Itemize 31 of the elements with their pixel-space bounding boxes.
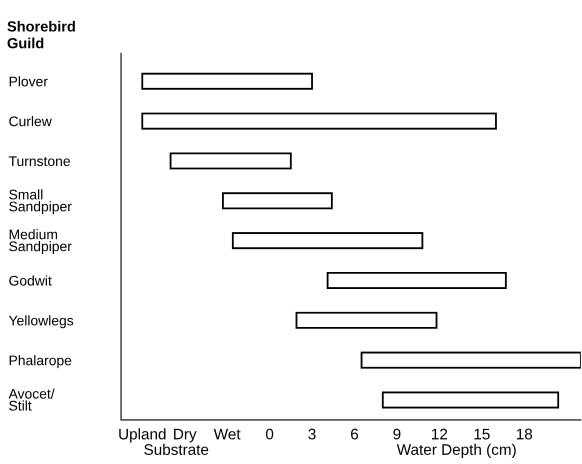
- bar: [141, 72, 313, 90]
- y-tick-label: Medium Sandpiper: [9, 229, 72, 254]
- bar: [141, 112, 497, 130]
- bar: [222, 192, 333, 210]
- x-axis-title: Water Depth (cm): [396, 444, 516, 458]
- text: Substrate: [144, 444, 208, 455]
- y-tick-label: Yellowlegs: [8, 315, 74, 328]
- x-tick-label: 18: [516, 428, 532, 440]
- bar: [170, 152, 292, 170]
- bar: [382, 392, 560, 408]
- y-tick-label: Plover: [10, 76, 48, 86]
- x-tick-label: Dry: [174, 428, 197, 442]
- x-tick-label: 0: [266, 428, 274, 440]
- y-tick-label: Small Sandpiper: [9, 189, 72, 214]
- y-tick-label: Godwit: [9, 275, 52, 286]
- x-tick-label: 6: [351, 428, 358, 440]
- x-tick-label: 15: [474, 428, 490, 440]
- x-tick-label: Upland: [119, 428, 166, 442]
- bar: [296, 312, 438, 329]
- x-tick-label: 9: [393, 428, 400, 440]
- bar: [360, 352, 581, 369]
- x-tick-label: Wet: [214, 428, 240, 440]
- y-tick-label: Phalarope: [10, 355, 72, 368]
- y-tick-label: Avocet/ Stilt: [8, 388, 55, 411]
- x-tick-label: 3: [308, 428, 316, 440]
- x-tick-label: 12: [432, 428, 448, 440]
- y-tick-label: Curlew: [9, 116, 52, 126]
- y-axis-title: Shorebird Guild: [7, 20, 75, 48]
- bar: [232, 232, 424, 250]
- bar: [326, 272, 507, 289]
- y-tick-label: Turnstone: [8, 156, 70, 166]
